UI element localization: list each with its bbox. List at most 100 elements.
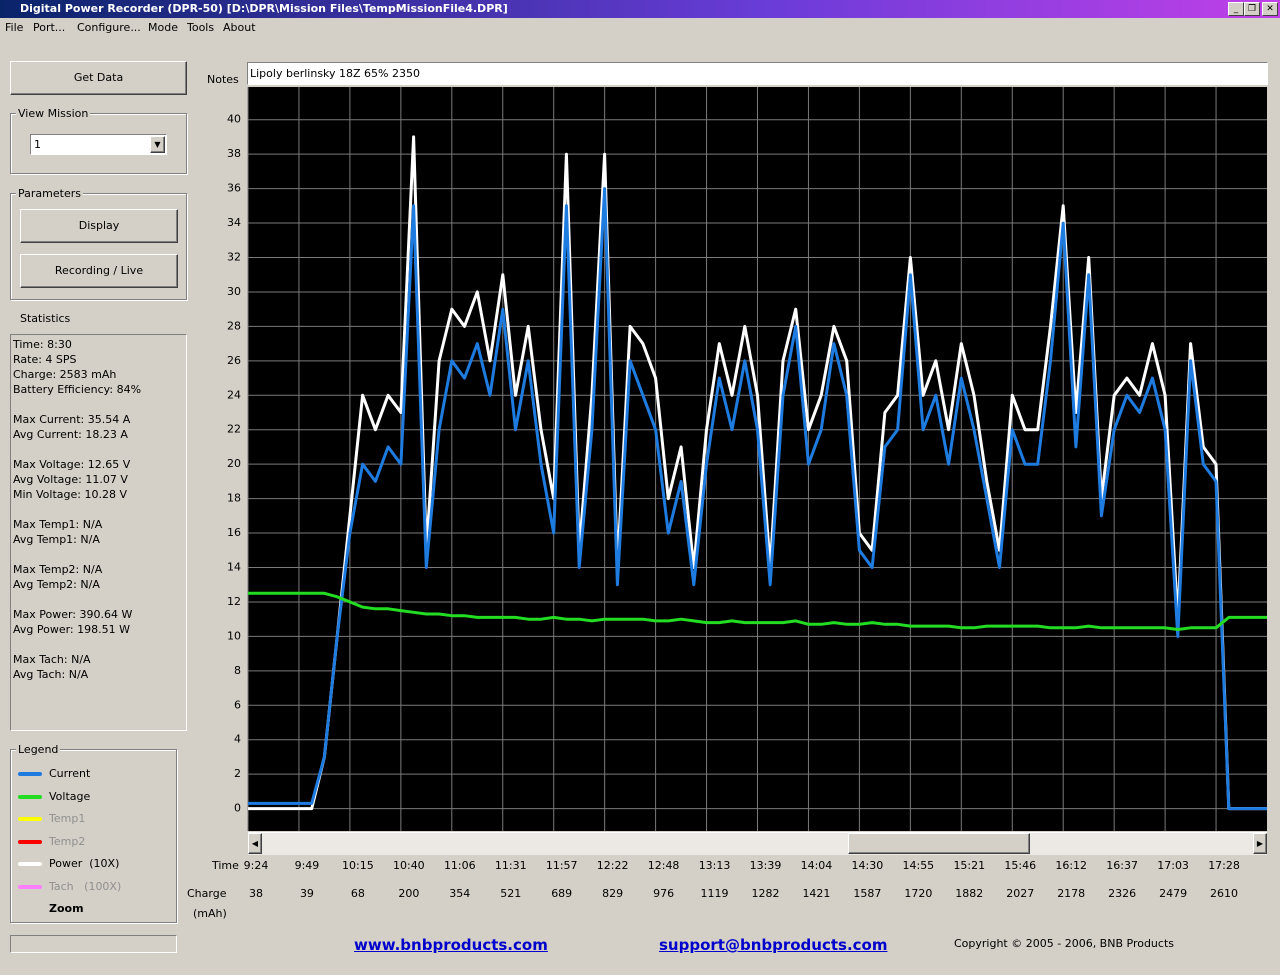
statistic: Avg Tach: N/A [13, 668, 89, 681]
x-tick-label: 12:48 [648, 859, 680, 872]
menu-item[interactable]: Tools [187, 21, 215, 34]
y-tick-label: 36 [227, 182, 241, 195]
y-tick-label: 40 [227, 113, 241, 126]
statistic: Avg Temp1: N/A [13, 533, 100, 546]
y-tick-label: 10 [227, 629, 241, 642]
support-link[interactable]: support@bnbproducts.com [659, 936, 888, 954]
y-tick-label: 26 [227, 354, 241, 367]
statistic: Max Tach: N/A [13, 653, 91, 666]
x-tick-label: 15:46 [1004, 859, 1036, 872]
zoom-label[interactable]: Zoom [49, 902, 84, 915]
x-tick-label: 9:49 [295, 859, 320, 872]
x-tick-label: 12:22 [597, 859, 629, 872]
charge-tick-label: 354 [449, 887, 470, 900]
legend-entry[interactable]: Temp2 [49, 834, 86, 848]
mission-combo[interactable]: 1 [30, 134, 167, 155]
y-tick-label: 16 [227, 526, 241, 539]
close-button[interactable]: ✕ [1262, 2, 1278, 16]
x-tick-label: 13:39 [750, 859, 782, 872]
charge-tick-label: 1421 [802, 887, 830, 900]
legend-entry[interactable]: Tach (100X) [49, 879, 122, 893]
statistic: Avg Current: 18.23 A [13, 428, 128, 441]
statistic: Avg Power: 198.51 W [13, 623, 130, 636]
scroll-left[interactable]: ◀ [248, 833, 262, 854]
menu-item[interactable]: About [223, 21, 256, 34]
charge-axis-label: Charge [187, 887, 227, 900]
menu-item[interactable]: File [5, 21, 24, 34]
group-label: View Mission [16, 107, 91, 120]
series-line [248, 591, 1267, 631]
statistics-label: Statistics [20, 312, 71, 325]
y-tick-label: 6 [234, 698, 241, 711]
statistic: Min Voltage: 10.28 V [13, 488, 127, 501]
notes-text: Lipoly berlinsky 18Z 65% 2350 [250, 67, 421, 80]
x-tick-label: 9:24 [244, 859, 269, 872]
y-tick-label: 38 [227, 147, 241, 160]
display-button[interactable]: Display [20, 209, 178, 243]
x-tick-label: 10:15 [342, 859, 374, 872]
series-line [248, 187, 1267, 811]
legend-swatch [18, 884, 42, 889]
x-tick-label: 11:31 [495, 859, 527, 872]
x-tick-label: 11:06 [444, 859, 476, 872]
charge-tick-label: 521 [500, 887, 521, 900]
legend-swatch [18, 794, 42, 799]
statistic: Charge: 2583 mAh [13, 368, 117, 381]
charge-tick-label: 976 [653, 887, 674, 900]
y-tick-label: 30 [227, 285, 241, 298]
scroll-thumb[interactable] [848, 833, 1030, 854]
status-box [10, 935, 177, 953]
minimize-button[interactable]: _ [1228, 2, 1244, 16]
charge-tick-label: 2027 [1006, 887, 1034, 900]
y-tick-label: 24 [227, 388, 241, 401]
legend-entry[interactable]: Power (10X) [49, 857, 120, 870]
y-tick-label: 18 [227, 492, 241, 505]
statistic: Rate: 4 SPS [13, 353, 77, 366]
menu-item[interactable]: Configure... [77, 21, 141, 34]
statistic: Max Temp2: N/A [13, 563, 103, 576]
y-tick-label: 34 [227, 216, 241, 229]
scrollbar[interactable] [248, 832, 1267, 855]
recording-button[interactable]: Recording / Live [20, 254, 178, 288]
menu-item[interactable]: Port... [33, 21, 66, 34]
menu-item[interactable]: Mode [148, 21, 178, 34]
charge-tick-label: 39 [300, 887, 314, 900]
website-link[interactable]: www.bnbproducts.com [354, 936, 548, 954]
charge-tick-label: 1720 [904, 887, 932, 900]
get-data-button[interactable]: Get Data [10, 61, 187, 95]
legend-swatch [18, 862, 42, 866]
y-tick-label: 2 [234, 767, 241, 780]
x-tick-label: 13:13 [699, 859, 731, 872]
y-tick-label: 0 [234, 802, 241, 815]
x-tick-label: 17:03 [1157, 859, 1189, 872]
notes-input[interactable]: Lipoly berlinsky 18Z 65% 2350 [247, 62, 1268, 85]
legend-entry[interactable]: Temp1 [49, 812, 86, 825]
title-bar: Digital Power Recorder (DPR-50) [D:\DPR\… [0, 0, 1280, 18]
x-tick-label: 11:57 [546, 859, 578, 872]
statistic: Avg Voltage: 11.07 V [13, 473, 128, 486]
statistic: Max Current: 35.54 A [13, 413, 131, 426]
statistic: Time: 8:30 [13, 338, 72, 351]
combo-arrow[interactable]: ▼ [150, 136, 165, 153]
scroll-right[interactable]: ▶ [1253, 833, 1267, 854]
charge-tick-label: 68 [351, 887, 365, 900]
charge-tick-label: 1882 [955, 887, 983, 900]
statistic: Max Voltage: 12.65 V [13, 458, 131, 471]
y-tick-label: 4 [234, 733, 241, 746]
group-label: Parameters [16, 187, 83, 200]
y-tick-label: 32 [227, 251, 241, 264]
legend-entry[interactable]: Voltage [49, 789, 91, 803]
charge-tick-label: 829 [602, 887, 623, 900]
y-tick-label: 12 [227, 595, 241, 608]
group-label: Legend [16, 743, 61, 756]
maximize-button[interactable]: ❐ [1244, 2, 1260, 16]
statistic: Avg Temp2: N/A [13, 578, 100, 591]
charge-tick-label: 2326 [1108, 887, 1136, 900]
statistics-box [10, 334, 187, 731]
legend-entry[interactable]: Current [49, 767, 91, 780]
statistic: Max Temp1: N/A [13, 518, 103, 531]
legend-swatch [18, 839, 42, 844]
view-mission-group [10, 113, 187, 174]
charge-tick-label: 2610 [1210, 887, 1238, 900]
